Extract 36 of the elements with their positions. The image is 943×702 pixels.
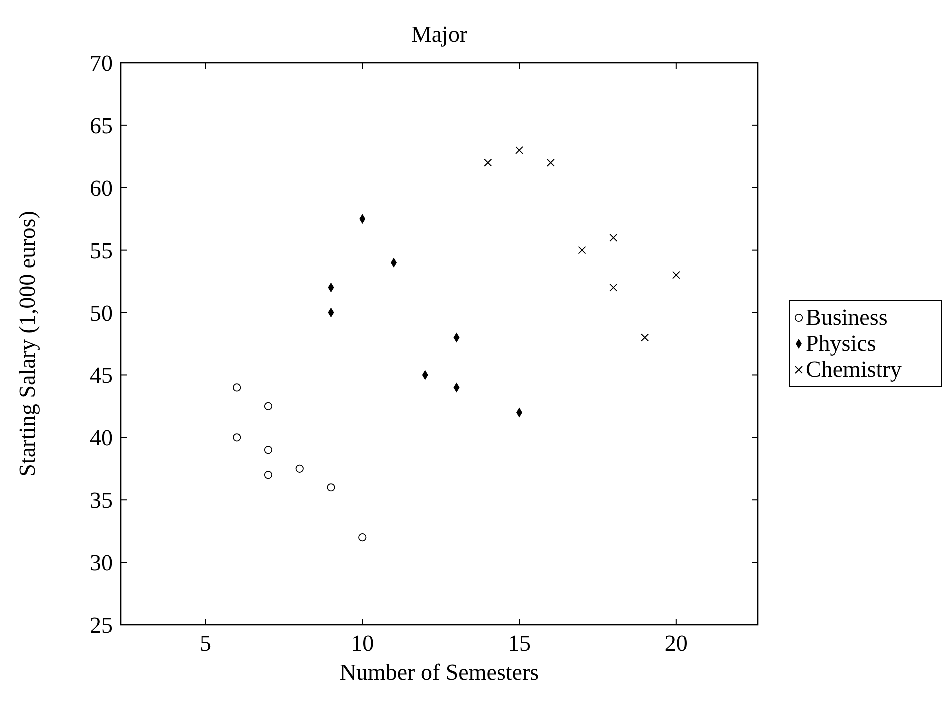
point [327,484,336,492]
y-tick-label: 35 [90,488,113,514]
y-tick-label: 55 [90,238,113,264]
y-tick-label: 30 [90,550,113,576]
point [264,471,273,480]
point [358,534,367,542]
point [233,384,242,392]
y-tick-label: 70 [90,51,113,76]
x-tick-label: 15 [508,631,532,656]
y-tick-label: 65 [90,113,113,138]
y-tick-label: 40 [90,426,113,451]
y-tick-label: 50 [90,300,113,326]
point [578,246,586,254]
x-axis-title: Number of Semesters [340,660,540,685]
legend-label: Physics [806,331,876,356]
point [264,446,273,454]
point [233,434,242,442]
point [546,158,555,167]
legend-label: Business [806,305,888,330]
legend-label: Chemistry [806,357,902,382]
point [641,334,650,342]
x-tick-label: 5 [200,631,212,656]
point [264,402,273,410]
point [484,158,492,167]
x-tick-label: 10 [351,631,374,656]
point [610,284,618,292]
point [296,464,304,473]
x-tick-label: 20 [664,631,688,656]
y-tick-label: 45 [90,363,113,388]
y-tick-label: 60 [90,176,113,201]
point [516,146,524,154]
point [610,234,618,242]
point [672,271,680,280]
chart-title: Major [411,22,468,47]
y-tick-label: 25 [90,613,113,638]
y-axis-title: Starting Salary (1,000 euros) [15,211,40,477]
